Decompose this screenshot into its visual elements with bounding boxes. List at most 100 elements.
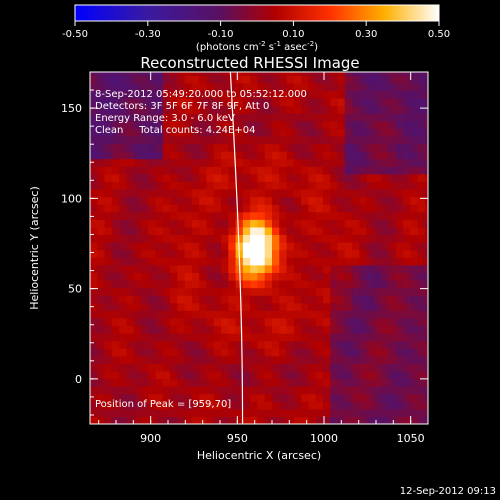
heatmap-cell (170, 226, 178, 236)
heatmap-cell (140, 295, 149, 304)
heatmap-cell (90, 257, 98, 266)
heatmap-cell (308, 264, 317, 273)
heatmap-cell (424, 97, 428, 107)
heatmap-cell (424, 196, 428, 205)
heatmap-cell (170, 408, 178, 418)
heatmap-cell (352, 325, 360, 334)
heatmap-cell (191, 264, 200, 273)
heatmap-cell (315, 82, 324, 92)
heatmap-cell (373, 128, 382, 137)
heatmap-cell (424, 333, 428, 342)
heatmap-cell (250, 416, 259, 424)
heatmap-cell (272, 188, 280, 198)
heatmap-cell (170, 188, 178, 198)
heatmap-cell (111, 234, 120, 243)
heatmap-cell (191, 105, 200, 114)
heatmap-cell (250, 120, 259, 129)
heatmap-cell (322, 113, 331, 122)
heatmap-cell (119, 370, 127, 380)
heatmap-cell (322, 120, 331, 129)
heatmap-cell (148, 173, 157, 182)
heatmap-cell (403, 378, 411, 387)
heatmap-cell (162, 249, 171, 258)
heatmap-cell (264, 143, 273, 152)
heatmap-cell (111, 90, 120, 99)
heatmap-cell (111, 105, 120, 114)
heatmap-cell (199, 173, 208, 182)
heatmap-cell (221, 363, 229, 372)
heatmap-cell (191, 120, 200, 129)
heatmap-cell (410, 181, 419, 190)
heatmap-cell (381, 401, 390, 410)
heatmap-cell (111, 158, 120, 167)
heatmap-cell (228, 272, 237, 281)
heatmap-cell (337, 279, 346, 289)
heatmap-cell (417, 264, 426, 273)
heatmap-cell (97, 401, 106, 410)
heatmap-cell (235, 120, 244, 129)
heatmap-cell (104, 135, 113, 145)
heatmap-cell (119, 393, 127, 402)
heatmap-cell (177, 408, 186, 418)
heatmap-cell (417, 408, 426, 418)
heatmap-cell (293, 151, 302, 160)
heatmap-cell (213, 120, 222, 129)
heatmap-cell (308, 287, 317, 296)
heatmap-cell (301, 75, 309, 84)
heatmap-cell (140, 310, 149, 319)
heatmap-cell (264, 242, 273, 251)
heatmap-cell (410, 211, 419, 220)
heatmap-cell (337, 158, 346, 167)
heatmap-cell (162, 188, 171, 198)
heatmap-cell (403, 196, 411, 205)
heatmap-cell (279, 363, 288, 372)
heatmap-cell (104, 158, 113, 167)
heatmap-cell (235, 181, 244, 190)
heatmap-cell (257, 135, 266, 145)
heatmap-cell (177, 181, 186, 190)
heatmap-cell (395, 393, 404, 402)
heatmap-cell (330, 166, 339, 175)
heatmap-cell (119, 325, 127, 334)
heatmap-cell (104, 378, 113, 387)
heatmap-cell (388, 325, 397, 334)
heatmap-cell (424, 355, 428, 364)
heatmap-cell (337, 226, 346, 236)
heatmap-cell (315, 242, 324, 251)
heatmap-cell (199, 393, 208, 402)
heatmap-cell (170, 317, 178, 327)
heatmap-cell (148, 348, 157, 357)
heatmap-cell (330, 158, 339, 167)
heatmap-cell (322, 181, 331, 190)
heatmap-cell (322, 75, 331, 84)
heatmap-cell (191, 72, 200, 76)
heatmap-cell (206, 287, 215, 296)
heatmap-cell (104, 317, 113, 327)
heatmap-cell (126, 234, 135, 243)
heatmap-cell (337, 105, 346, 114)
heatmap-cell (133, 348, 142, 357)
heatmap-cell (395, 75, 404, 84)
heatmap-cell (388, 204, 397, 213)
heatmap-cell (213, 226, 222, 236)
heatmap-cell (424, 219, 428, 228)
heatmap-cell (250, 242, 259, 251)
heatmap-cell (97, 113, 106, 122)
heatmap-cell (97, 158, 106, 167)
heatmap-cell (162, 401, 171, 410)
heatmap-cell (388, 226, 397, 236)
heatmap-cell (206, 158, 215, 167)
heatmap-cell (410, 355, 419, 364)
heatmap-cell (330, 416, 339, 424)
heatmap-cell (90, 204, 98, 213)
heatmap-cell (184, 82, 193, 92)
heatmap-cell (424, 279, 428, 289)
heatmap-cell (213, 105, 222, 114)
heatmap-cell (352, 97, 360, 107)
heatmap-cell (301, 310, 309, 319)
heatmap-cell (111, 219, 120, 228)
heatmap-cell (257, 302, 266, 311)
heatmap-cell (170, 295, 178, 304)
heatmap-cell (133, 257, 142, 266)
heatmap-cell (403, 317, 411, 327)
